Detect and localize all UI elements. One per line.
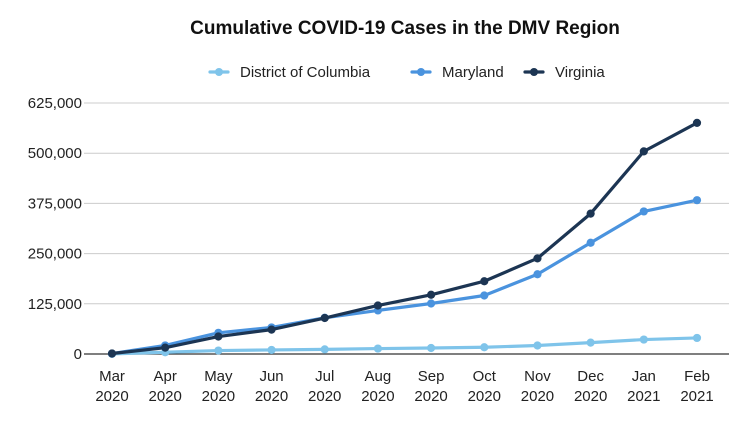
data-point-district-of-columbia-4 bbox=[320, 345, 329, 354]
data-point-district-of-columbia-7 bbox=[480, 343, 489, 352]
x-tick-label-year-0: 2020 bbox=[95, 388, 128, 405]
x-tick-label-7: Oct 2020 bbox=[468, 368, 501, 405]
data-point-district-of-columbia-10 bbox=[639, 335, 648, 344]
data-point-virginia-9 bbox=[586, 209, 595, 218]
x-tick-label-year-1: 2020 bbox=[148, 388, 181, 405]
data-point-virginia-2 bbox=[214, 332, 223, 341]
y-tick-label-5: 625,000 bbox=[28, 95, 82, 112]
data-point-district-of-columbia-8 bbox=[533, 341, 542, 350]
data-point-district-of-columbia-5 bbox=[373, 344, 383, 353]
series-line-maryland bbox=[110, 198, 699, 356]
series-maryland bbox=[107, 196, 702, 358]
data-point-district-of-columbia-3 bbox=[267, 345, 276, 355]
y-tick-label-4: 500,000 bbox=[28, 145, 82, 162]
x-tick-label-month-4: Jul bbox=[315, 368, 334, 385]
x-tick-label-month-3: Jun bbox=[259, 368, 283, 385]
x-tick-label-month-6: Sep bbox=[418, 368, 445, 385]
x-tick-label-5: Aug 2020 bbox=[361, 368, 394, 405]
data-point-maryland-11 bbox=[692, 196, 702, 205]
y-tick-label-2: 250,000 bbox=[28, 246, 82, 263]
data-point-virginia-6 bbox=[426, 290, 436, 299]
data-point-virginia-0 bbox=[107, 349, 117, 358]
legend-item-virginia: Virginia bbox=[523, 64, 605, 81]
data-point-maryland-10 bbox=[639, 207, 648, 216]
x-tick-label-year-5: 2020 bbox=[361, 388, 394, 405]
x-tick-label-9: Dec 2020 bbox=[574, 368, 607, 405]
x-tick-label-month-11: Feb bbox=[684, 368, 710, 385]
x-tick-label-year-4: 2020 bbox=[308, 388, 341, 405]
legend: District of Columbia Maryland Virginia bbox=[208, 64, 605, 81]
legend-item-district-of-columbia: District of Columbia bbox=[208, 64, 371, 81]
series-layer bbox=[107, 118, 702, 358]
x-tick-label-4: Jul 2020 bbox=[308, 368, 341, 405]
x-tick-label-month-0: Mar bbox=[99, 368, 125, 385]
legend-label-district-of-columbia: District of Columbia bbox=[240, 64, 371, 81]
x-tick-label-month-9: Dec bbox=[577, 368, 604, 385]
legend-label-maryland: Maryland bbox=[442, 64, 504, 81]
x-tick-label-year-9: 2020 bbox=[574, 388, 607, 405]
legend-marker-virginia bbox=[530, 68, 538, 76]
data-point-maryland-7 bbox=[480, 291, 489, 300]
x-tick-label-year-8: 2020 bbox=[521, 388, 554, 405]
x-tick-label-year-7: 2020 bbox=[468, 388, 501, 405]
data-point-maryland-8 bbox=[533, 270, 542, 279]
data-point-district-of-columbia-2 bbox=[214, 346, 223, 355]
x-tick-label-year-11: 2021 bbox=[680, 388, 713, 405]
x-tick-label-month-2: May bbox=[204, 368, 233, 385]
series-virginia bbox=[107, 118, 702, 358]
x-tick-label-2: May 2020 bbox=[202, 368, 235, 405]
legend-marker-district-of-columbia bbox=[215, 68, 223, 76]
y-tick-label-0: 0 bbox=[74, 346, 82, 363]
data-point-virginia-8 bbox=[533, 254, 542, 263]
x-tick-label-month-8: Nov bbox=[524, 368, 551, 385]
data-point-virginia-7 bbox=[480, 277, 489, 286]
data-point-virginia-11 bbox=[692, 118, 702, 127]
x-tick-label-10: Jan 2021 bbox=[627, 368, 660, 405]
x-tick-label-year-2: 2020 bbox=[202, 388, 235, 405]
grid-lines bbox=[84, 102, 729, 355]
y-tick-label-3: 375,000 bbox=[28, 195, 82, 212]
x-tick-label-month-10: Jan bbox=[632, 368, 656, 385]
chart-title: Cumulative COVID-19 Cases in the DMV Reg… bbox=[190, 18, 620, 39]
data-point-virginia-3 bbox=[267, 325, 276, 334]
data-point-virginia-5 bbox=[373, 301, 383, 310]
legend-marker-maryland bbox=[417, 68, 425, 76]
x-tick-label-11: Feb 2021 bbox=[680, 368, 713, 405]
data-point-virginia-1 bbox=[161, 343, 170, 352]
data-point-virginia-10 bbox=[639, 147, 648, 156]
y-axis: 0 125,000 250,000 375,000 500,000 625,000 bbox=[28, 95, 82, 363]
data-point-maryland-6 bbox=[426, 299, 436, 308]
series-line-district-of-columbia bbox=[110, 336, 699, 356]
x-tick-label-year-3: 2020 bbox=[255, 388, 288, 405]
x-tick-label-month-5: Aug bbox=[365, 368, 392, 385]
data-point-district-of-columbia-9 bbox=[586, 338, 595, 347]
x-tick-label-month-1: Apr bbox=[154, 368, 177, 385]
data-point-district-of-columbia-6 bbox=[426, 343, 436, 353]
legend-label-virginia: Virginia bbox=[555, 64, 605, 81]
x-axis: Mar 2020 Apr 2020 May 2020 Jun 2020 Jul 2020 Aug 20… bbox=[95, 368, 713, 405]
x-tick-label-0: Mar 2020 bbox=[95, 368, 128, 405]
legend-item-maryland: Maryland bbox=[410, 64, 504, 81]
x-tick-label-month-7: Oct bbox=[473, 368, 497, 385]
y-tick-label-1: 125,000 bbox=[28, 296, 82, 313]
x-tick-label-3: Jun 2020 bbox=[255, 368, 288, 405]
x-tick-label-8: Nov 2020 bbox=[521, 368, 554, 405]
data-point-maryland-9 bbox=[586, 238, 595, 247]
x-tick-label-6: Sep 2020 bbox=[414, 368, 447, 405]
x-tick-label-year-10: 2021 bbox=[627, 388, 660, 405]
x-tick-label-year-6: 2020 bbox=[414, 388, 447, 405]
data-point-virginia-4 bbox=[320, 313, 329, 323]
series-line-virginia bbox=[110, 121, 699, 356]
data-point-district-of-columbia-11 bbox=[692, 333, 702, 343]
x-tick-label-1: Apr 2020 bbox=[148, 368, 181, 405]
